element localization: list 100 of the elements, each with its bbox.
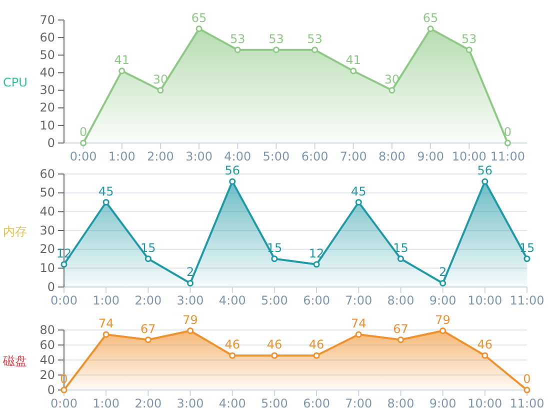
x-tick-label: 2:00 [146,150,174,164]
point [427,26,434,32]
data-label: 56 [477,164,493,178]
x-tick-label: 11:00 [510,294,544,308]
point [102,198,110,206]
x-tick-label: 1:00 [92,396,120,411]
x-tick-label: 10:00 [452,150,486,164]
x-tick-label: 8:00 [378,150,406,164]
data-label: 46 [224,338,240,352]
data-label: 53 [230,32,246,46]
point [355,331,362,338]
point [524,386,530,394]
point [60,386,68,394]
data-label: 2 [439,265,447,280]
data-label: 53 [461,32,477,46]
y-tick-label: 60 [40,166,55,181]
x-tick-label: 4:00 [218,294,246,308]
x-tick-label: 3:00 [176,396,204,411]
x-tick-label: 11:00 [510,396,544,411]
x-tick-label: 0:00 [50,396,78,411]
x-tick-label: 2:00 [134,294,162,308]
x-tick-label: 0:00 [50,294,78,308]
x-tick-label: 11:00 [490,150,526,164]
point [80,140,87,146]
point [102,331,110,338]
point [440,327,446,334]
data-label: 46 [266,338,282,352]
y-tick-label: 60 [40,30,55,44]
data-label: 0 [79,125,88,139]
point [355,198,362,206]
point [313,352,320,359]
x-tick-label: 1:00 [108,150,136,164]
x-tick-label: 5:00 [262,150,290,164]
x-tick-label: 10:00 [468,396,502,411]
data-label: 0 [504,125,512,139]
point [313,261,320,268]
point [271,255,278,262]
x-tick-label: 9:00 [429,396,456,411]
y-tick-label: 60 [40,338,55,352]
point [482,178,488,185]
point [144,255,152,262]
point [388,87,396,94]
data-label: 46 [477,338,493,352]
point [187,327,194,334]
data-label: 53 [307,32,322,46]
data-label: 45 [350,184,366,198]
point [504,140,511,146]
y-tick-label: 0 [47,280,55,294]
y-tick-label: 30 [40,83,55,98]
y-tick-label: 80 [40,322,55,337]
y-axis-title: 磁盘 [2,354,27,368]
point [272,46,280,54]
y-tick-label: 20 [40,100,55,115]
x-tick-label: 3:00 [176,294,204,308]
data-label: 41 [346,52,362,67]
y-tick-label: 40 [40,66,55,80]
x-tick-label: 4:00 [218,396,246,411]
x-tick-label: 8:00 [387,294,414,308]
point [60,261,68,268]
data-label: 79 [182,312,198,327]
x-tick-label: 6:00 [301,150,328,164]
point [229,352,236,359]
x-tick-label: 9:00 [429,294,456,308]
y-tick-label: 10 [40,118,55,132]
point [234,46,241,54]
x-tick-label: 4:00 [224,150,252,164]
y-tick-label: 20 [40,368,55,382]
point [229,178,236,185]
y-tick-label: 30 [40,223,55,238]
x-tick-label: 9:00 [417,150,444,164]
data-label: 79 [435,312,450,327]
data-label: 56 [224,164,240,178]
x-tick-label: 0:00 [70,150,97,164]
data-label: 67 [140,322,156,336]
data-label: 65 [422,10,438,25]
y-tick-label: 10 [40,261,55,276]
x-tick-label: 8:00 [387,396,414,411]
x-tick-label: 5:00 [260,294,288,308]
y-tick-label: 70 [40,12,55,27]
x-tick-label: 7:00 [345,396,372,411]
x-tick-label: 3:00 [186,150,213,164]
y-tick-label: 0 [47,382,55,397]
y-tick-label: 40 [40,352,55,367]
data-label: 46 [308,338,324,352]
point [397,336,404,344]
point [466,46,472,54]
data-label: 74 [350,316,366,330]
x-tick-label: 2:00 [134,396,162,411]
data-label: 2 [186,265,194,280]
x-tick-label: 5:00 [260,396,288,411]
point [118,68,126,74]
point [271,352,278,359]
x-tick-label: 6:00 [303,294,330,308]
point [157,87,164,94]
y-tick-label: 40 [40,204,55,219]
data-label: 0 [523,372,531,386]
y-tick-label: 0 [47,136,55,150]
point [397,255,404,262]
data-label: 41 [114,52,130,67]
y-tick-label: 50 [40,186,55,200]
